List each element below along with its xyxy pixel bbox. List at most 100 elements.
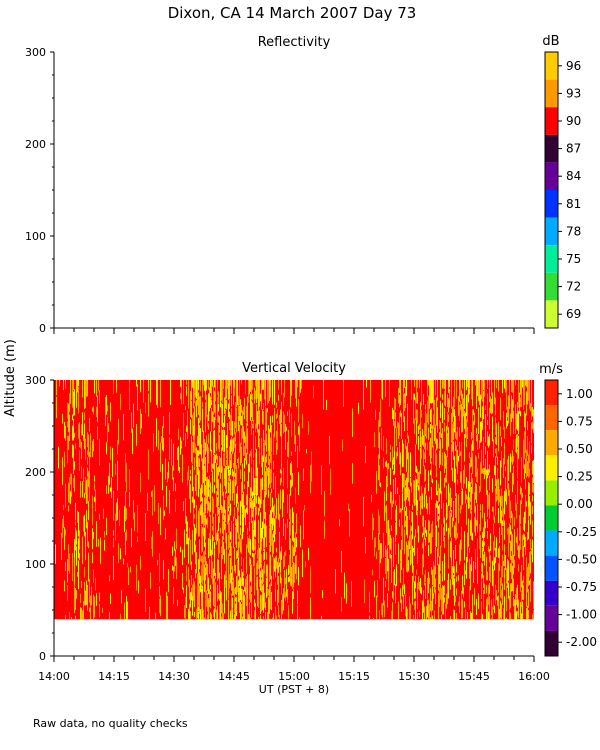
velocity-streak (251, 380, 252, 400)
velocity-streak (224, 468, 225, 480)
velocity-streak (530, 403, 531, 411)
velocity-streak (109, 462, 110, 485)
velocity-streak (493, 569, 494, 596)
velocity-streak (278, 575, 279, 603)
velocity-streak (221, 447, 222, 473)
velocity-streak (256, 562, 257, 576)
velocity-streak (527, 461, 528, 477)
velocity-streak (236, 465, 237, 485)
velocity-streak (442, 380, 443, 389)
velocity-streak (486, 599, 487, 606)
velocity-streak (486, 469, 487, 495)
velocity-streak (227, 380, 228, 390)
velocity-streak (202, 534, 203, 552)
velocity-streak (258, 519, 259, 544)
velocity-streak (404, 416, 405, 432)
velocity-streak (514, 599, 515, 620)
velocity-streak (84, 380, 85, 410)
velocity-streak (461, 404, 462, 433)
velocity-streak (407, 608, 408, 620)
velocity-streak (435, 589, 436, 605)
velocity-streak (435, 503, 436, 528)
velocity-streak (213, 456, 214, 470)
velocity-streak (437, 501, 438, 522)
velocity-streak (287, 518, 288, 528)
velocity-streak (411, 380, 412, 400)
velocity-streak (440, 573, 441, 600)
velocity-streak (295, 556, 296, 574)
velocity-streak (186, 565, 187, 582)
velocity-streak (508, 527, 509, 557)
velocity-streak (300, 380, 301, 393)
velocity-streak (456, 576, 457, 582)
velocity-streak (376, 551, 377, 560)
velocity-streak (495, 584, 496, 605)
velocity-streak (509, 523, 510, 543)
velocity-streak (453, 421, 454, 440)
velocity-streak (206, 435, 207, 452)
velocity-streak (426, 413, 427, 439)
velocity-streak (178, 428, 179, 440)
velocity-streak (264, 560, 265, 574)
velocity-streak (283, 467, 284, 487)
velocity-streak (283, 489, 284, 503)
velocity-streak (212, 525, 213, 531)
velocity-streak (468, 518, 469, 547)
velocity-streak (452, 406, 453, 423)
velocity-streak (237, 380, 238, 406)
velocity-streak (166, 591, 167, 620)
velocity-streak (438, 505, 439, 514)
velocity-streak (63, 515, 64, 528)
velocity-streak (78, 511, 79, 537)
velocity-streak (400, 549, 401, 562)
velocity-streak (84, 412, 85, 421)
velocity-streak (526, 501, 527, 507)
velocity-streak (522, 601, 523, 620)
velocity-streak (528, 563, 529, 587)
velocity-streak (62, 518, 63, 538)
velocity-streak (253, 512, 254, 529)
velocity-streak (493, 439, 494, 458)
velocity-streak (82, 536, 83, 564)
velocity-streak (210, 612, 211, 620)
colorbar-label: 72 (566, 280, 581, 294)
velocity-streak (386, 438, 387, 455)
velocity-streak (286, 568, 287, 585)
velocity-streak (517, 527, 518, 550)
colorbar-label: 1.00 (566, 387, 593, 401)
velocity-streak (500, 460, 501, 486)
velocity-streak (156, 380, 157, 405)
velocity-streak (385, 380, 386, 397)
velocity-streak (87, 477, 88, 504)
velocity-streak (406, 380, 407, 396)
velocity-streak (186, 533, 187, 545)
velocity-streak (464, 380, 465, 409)
velocity-streak (374, 432, 375, 448)
velocity-streak (522, 580, 523, 596)
velocity-streak (201, 584, 202, 589)
velocity-streak (221, 505, 222, 514)
velocity-streak (453, 609, 454, 620)
velocity-streak (430, 469, 431, 476)
velocity-streak (471, 612, 472, 620)
velocity-streak (422, 600, 423, 620)
velocity-streak (238, 557, 239, 577)
velocity-streak (504, 520, 505, 540)
velocity-streak (457, 426, 458, 447)
velocity-streak (455, 468, 456, 497)
velocity-streak (229, 573, 230, 589)
velocity-streak (472, 380, 473, 407)
velocity-streak (398, 601, 399, 620)
velocity-streak (156, 418, 157, 447)
velocity-streak (508, 455, 509, 481)
velocity-streak (427, 503, 428, 515)
velocity-streak (407, 516, 408, 539)
velocity-streak (442, 452, 443, 466)
velocity-streak (222, 514, 223, 534)
velocity-streak (451, 538, 452, 566)
velocity-streak (190, 419, 191, 435)
velocity-streak (172, 565, 173, 571)
velocity-streak (276, 615, 277, 620)
velocity-streak (83, 601, 84, 620)
velocity-streak (243, 491, 244, 505)
